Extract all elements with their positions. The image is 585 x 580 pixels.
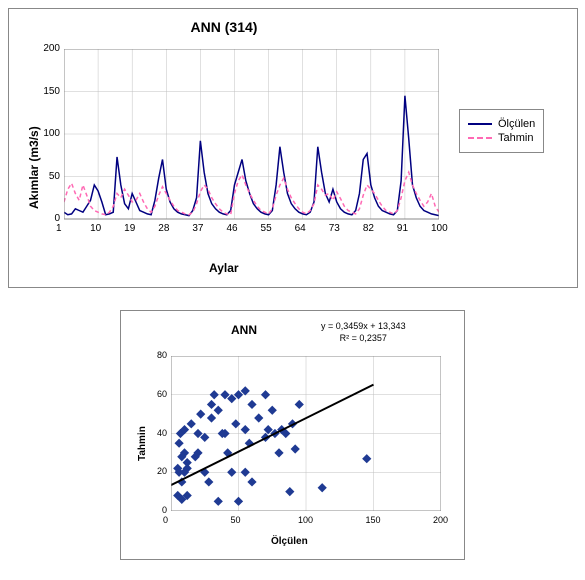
- bottom-eq-line1: y = 0,3459x + 13,343: [321, 321, 406, 333]
- top-xtick: 91: [397, 223, 408, 234]
- top-xtick: 1: [56, 223, 62, 234]
- top-ytick: 150: [34, 86, 60, 97]
- legend-swatch-olculen: [468, 123, 492, 125]
- bottom-ytick: 80: [147, 350, 167, 360]
- bottom-xaxis-label: Ölçülen: [271, 536, 308, 547]
- top-legend: Ölçülen Tahmin: [459, 109, 544, 153]
- legend-swatch-tahmin: [468, 137, 492, 139]
- top-chart-svg: [64, 49, 439, 239]
- top-ytick: 0: [34, 213, 60, 224]
- top-xtick: 100: [431, 223, 448, 234]
- bottom-equation: y = 0,3459x + 13,343 R² = 0,2357: [321, 321, 406, 344]
- top-xtick: 55: [261, 223, 272, 234]
- bottom-xtick: 50: [231, 515, 241, 525]
- top-xtick: 10: [90, 223, 101, 234]
- top-ytick: 200: [34, 43, 60, 54]
- top-xtick: 19: [124, 223, 135, 234]
- bottom-xtick: 150: [366, 515, 381, 525]
- bottom-xtick: 100: [298, 515, 313, 525]
- bottom-ytick: 0: [147, 505, 167, 515]
- bottom-chart-panel: ANN y = 0,3459x + 13,343 R² = 0,2357 Tah…: [120, 310, 465, 560]
- top-xtick: 28: [158, 223, 169, 234]
- top-ytick: 50: [34, 171, 60, 182]
- bottom-chart-svg: [171, 356, 441, 511]
- legend-label-tahmin: Tahmin: [498, 132, 533, 144]
- bottom-ytick: 20: [147, 466, 167, 476]
- top-xtick: 64: [295, 223, 306, 234]
- top-xtick: 82: [363, 223, 374, 234]
- top-chart-title: ANN (314): [9, 19, 439, 35]
- legend-label-olculen: Ölçülen: [498, 118, 535, 130]
- top-xtick: 37: [192, 223, 203, 234]
- bottom-chart-title: ANN: [231, 323, 257, 337]
- legend-row-tahmin: Tahmin: [468, 132, 535, 144]
- legend-row-olculen: Ölçülen: [468, 118, 535, 130]
- top-xtick: 46: [226, 223, 237, 234]
- top-xaxis-label: Aylar: [209, 261, 239, 275]
- bottom-ytick: 60: [147, 389, 167, 399]
- top-xtick: 73: [329, 223, 340, 234]
- top-chart-panel: ANN (314) Akımlar (m3/s) Aylar Ölçülen T…: [8, 8, 578, 288]
- bottom-ytick: 40: [147, 428, 167, 438]
- bottom-eq-line2: R² = 0,2357: [321, 333, 406, 345]
- top-ytick: 100: [34, 128, 60, 139]
- bottom-xtick: 0: [163, 515, 168, 525]
- bottom-xtick: 200: [433, 515, 448, 525]
